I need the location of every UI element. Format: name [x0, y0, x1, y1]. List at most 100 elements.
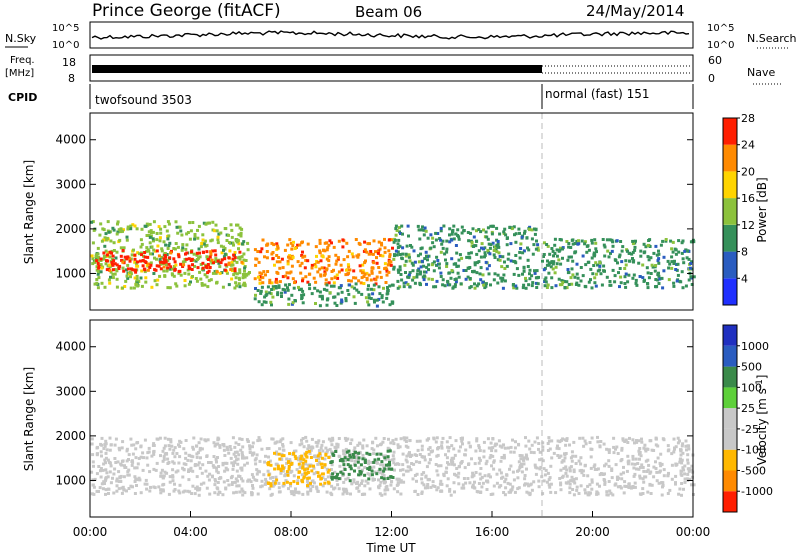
power-cell — [158, 239, 162, 243]
power-cell — [670, 255, 674, 259]
power-cell — [288, 271, 292, 275]
power-cell — [623, 282, 627, 285]
velocity-cell — [120, 463, 124, 467]
velocity-cell — [343, 436, 347, 440]
velocity-cell — [490, 449, 494, 453]
velocity-cell — [104, 439, 108, 443]
velocity-cell — [152, 467, 156, 471]
velocity-cell — [123, 464, 126, 468]
velocity-cell — [586, 484, 590, 488]
power-cell — [635, 283, 639, 287]
velocity-cell — [473, 486, 477, 490]
velocity-cell — [416, 448, 420, 452]
power-cell — [143, 268, 147, 272]
power-cell — [152, 272, 156, 275]
power-cell — [637, 261, 641, 265]
power-cell — [550, 247, 554, 250]
colorbar-tick-label: -100 — [741, 444, 766, 457]
velocity-cell — [359, 470, 363, 474]
velocity-cell — [345, 491, 349, 495]
power-cell — [271, 285, 275, 289]
power-cell — [275, 280, 279, 284]
power-cell — [620, 260, 624, 264]
power-cell — [276, 246, 280, 250]
velocity-cell — [633, 472, 637, 476]
velocity-cell — [99, 467, 103, 470]
power-cell — [370, 271, 374, 275]
power-cell — [257, 275, 260, 279]
power-cell — [216, 259, 220, 263]
velocity-cell — [572, 468, 576, 472]
velocity-cell — [360, 482, 363, 485]
power-cell — [615, 239, 619, 243]
power-cell — [498, 232, 502, 236]
power-cell — [363, 248, 367, 252]
velocity-cell — [530, 488, 534, 492]
velocity-cell — [380, 476, 384, 480]
power-cell — [404, 254, 408, 258]
power-cell — [325, 288, 329, 292]
power-cell — [440, 242, 444, 246]
power-cell — [366, 300, 370, 304]
velocity-cell — [520, 470, 524, 474]
power-cell — [111, 276, 115, 280]
power-cell — [623, 275, 627, 279]
power-cell — [524, 276, 527, 280]
velocity-cell — [173, 446, 177, 450]
power-cell — [555, 248, 559, 252]
velocity-cell — [285, 457, 289, 461]
velocity-cell — [312, 466, 316, 470]
power-cell — [357, 253, 361, 257]
power-cell — [150, 245, 154, 249]
power-cell — [432, 269, 436, 273]
power-cell — [136, 264, 140, 268]
power-cell — [93, 282, 97, 286]
power-cell — [229, 223, 233, 227]
power-cell — [553, 237, 557, 241]
velocity-cell — [197, 493, 201, 497]
power-cell — [213, 229, 217, 233]
power-cell — [163, 274, 167, 278]
velocity-cell — [560, 460, 564, 464]
velocity-cell — [367, 459, 371, 463]
power-frame — [89, 112, 694, 311]
velocity-cell — [189, 454, 193, 458]
power-cell — [396, 242, 400, 246]
power-cell — [258, 271, 262, 275]
power-cell — [221, 285, 225, 289]
power-cell — [319, 273, 323, 277]
freq-band — [92, 65, 542, 73]
velocity-cell — [461, 436, 464, 440]
power-cell — [254, 293, 257, 297]
velocity-cell — [279, 438, 283, 442]
power-cell — [485, 235, 489, 239]
velocity-cell — [348, 479, 352, 483]
power-cell — [199, 277, 203, 281]
velocity-cell — [300, 442, 304, 446]
power-cell — [534, 227, 538, 231]
power-cell — [676, 273, 680, 277]
power-cell — [567, 242, 571, 245]
velocity-cell — [177, 489, 181, 493]
velocity-cell — [448, 436, 452, 440]
velocity-cell — [363, 466, 367, 469]
power-cell — [546, 259, 549, 263]
velocity-cell — [257, 436, 261, 440]
velocity-cell — [361, 457, 365, 461]
velocity-cell — [572, 493, 576, 497]
power-cell — [528, 277, 532, 281]
velocity-cell — [356, 443, 360, 447]
power-cell — [147, 230, 151, 234]
power-cell — [269, 300, 273, 304]
velocity-cell — [570, 475, 574, 479]
power-cell — [301, 301, 305, 305]
velocity-cell — [266, 469, 270, 473]
power-cell — [416, 269, 420, 273]
power-cell — [383, 250, 387, 254]
velocity-cell — [682, 468, 686, 472]
power-cell — [590, 241, 594, 245]
power-cell — [452, 224, 456, 228]
power-cell — [341, 238, 345, 242]
colorbar-tick-label: 28 — [741, 112, 755, 125]
